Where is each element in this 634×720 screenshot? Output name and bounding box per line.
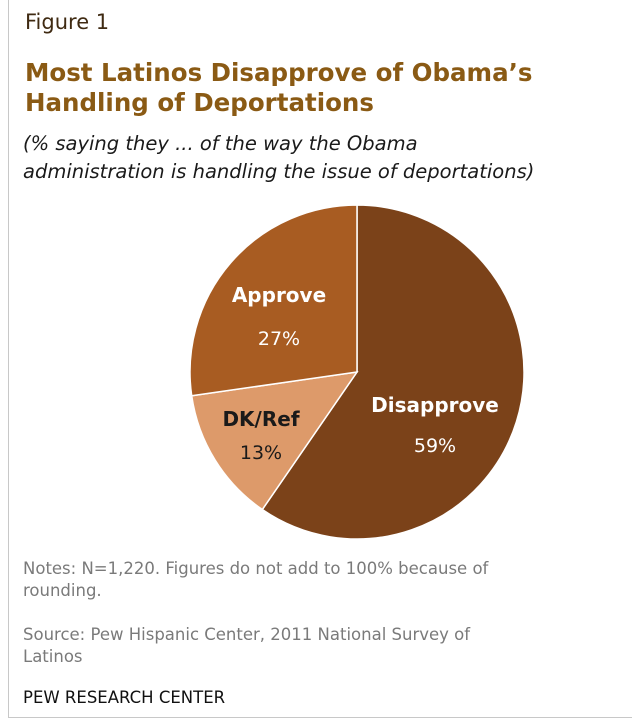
pie-slice-approve — [189, 204, 358, 397]
chart-title-line-1: Most Latinos Disapprove of Obama’s — [25, 58, 533, 87]
pie-chart: Disapprove 59% DK/Ref 13% Approve 27% — [189, 204, 525, 540]
organization-name: PEW RESEARCH CENTER — [23, 688, 226, 707]
slice-label-approve: Approve — [232, 283, 326, 307]
pie-slice-dk-ref — [190, 371, 359, 511]
slice-label-dk-ref: DK/Ref — [222, 407, 299, 431]
source-line-2: Latinos — [23, 647, 83, 666]
chart-title: Most Latinos Disapprove of Obama’s Handl… — [25, 58, 632, 118]
chart-subtitle-line-2: administration is handling the issue of … — [23, 160, 535, 183]
source-line-1: Source: Pew Hispanic Center, 2011 Nation… — [23, 625, 471, 644]
slice-value-disapprove: 59% — [414, 435, 456, 457]
notes-line-1: Notes: N=1,220. Figures do not add to 10… — [23, 559, 489, 578]
slice-label-disapprove: Disapprove — [371, 393, 499, 417]
figure-frame: Figure 1 Most Latinos Disapprove of Obam… — [8, 0, 632, 718]
pie-slice-disapprove — [261, 204, 525, 540]
chart-source: Source: Pew Hispanic Center, 2011 Nation… — [23, 624, 632, 668]
slice-value-approve: 27% — [258, 328, 300, 350]
slice-value-dk-ref: 13% — [240, 442, 282, 464]
chart-subtitle: (% saying they ... of the way the Obama … — [23, 130, 632, 186]
chart-title-line-2: Handling of Deportations — [25, 88, 374, 117]
chart-subtitle-line-1: (% saying they ... of the way the Obama — [23, 132, 418, 155]
figure-label: Figure 1 — [25, 10, 110, 34]
notes-line-2: rounding. — [23, 581, 102, 600]
chart-notes: Notes: N=1,220. Figures do not add to 10… — [23, 558, 632, 602]
